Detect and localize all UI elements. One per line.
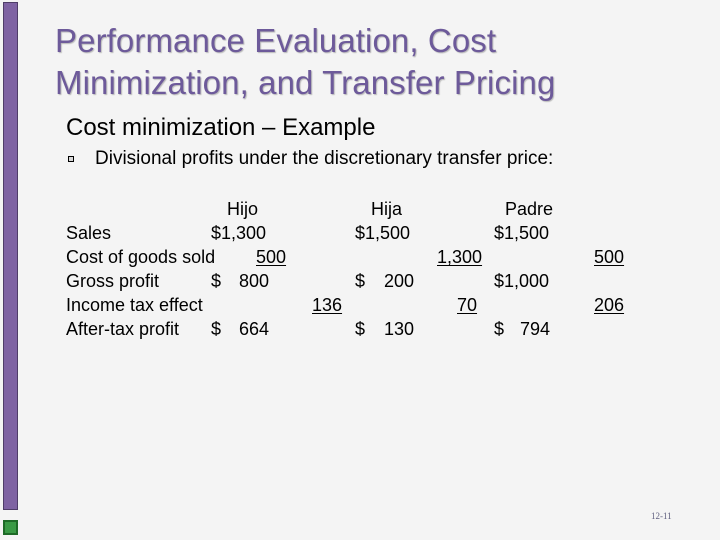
hijo-cogs-value: 500	[256, 247, 287, 267]
hijo-after-dollar: $	[211, 319, 222, 339]
hija-cogs-value: 1,300	[437, 247, 483, 267]
row-label-after-tax: After-tax profit	[66, 319, 180, 339]
row-label-cogs: Cost of goods sold	[66, 247, 216, 267]
padre-after-dollar: $	[494, 319, 505, 339]
hija-gross-value: 200	[384, 271, 415, 291]
row-label-gross-profit: Gross profit	[66, 271, 160, 291]
header-hija: Hija	[371, 199, 403, 219]
hijo-after-value: 664	[239, 319, 270, 339]
hijo-gross-dollar: $	[211, 271, 222, 291]
hijo-tax-value: 136	[312, 295, 343, 315]
hija-gross-dollar: $	[355, 271, 366, 291]
slide-title: Performance Evaluation, Cost Minimizatio…	[55, 22, 556, 101]
square-bullet-icon	[68, 156, 74, 162]
padre-gross-value: $1,000	[494, 271, 550, 291]
hijo-sales-value: $1,300	[211, 223, 267, 243]
row-label-income-tax: Income tax effect	[66, 295, 203, 315]
padre-after-value: 794	[520, 319, 551, 339]
hija-after-value: 130	[384, 319, 415, 339]
slide-number: 12-11	[651, 511, 672, 521]
header-hijo: Hijo	[227, 199, 259, 219]
padre-tax-value: 206	[594, 295, 625, 315]
padre-cogs-value: 500	[594, 247, 625, 267]
left-accent-square	[3, 520, 18, 535]
hija-sales-value: $1,500	[355, 223, 411, 243]
row-label-sales: Sales	[66, 223, 112, 243]
hijo-gross-value: 800	[239, 271, 270, 291]
padre-sales-value: $1,500	[494, 223, 550, 243]
header-padre: Padre	[505, 199, 554, 219]
slide-subtitle: Cost minimization – Example	[66, 114, 376, 141]
bullet-item: Divisional profits under the discretiona…	[68, 145, 688, 173]
hija-after-dollar: $	[355, 319, 366, 339]
left-accent-bar	[3, 2, 18, 510]
hija-tax-value: 70	[457, 295, 478, 315]
bullet-text: Divisional profits under the discretiona…	[95, 148, 554, 169]
